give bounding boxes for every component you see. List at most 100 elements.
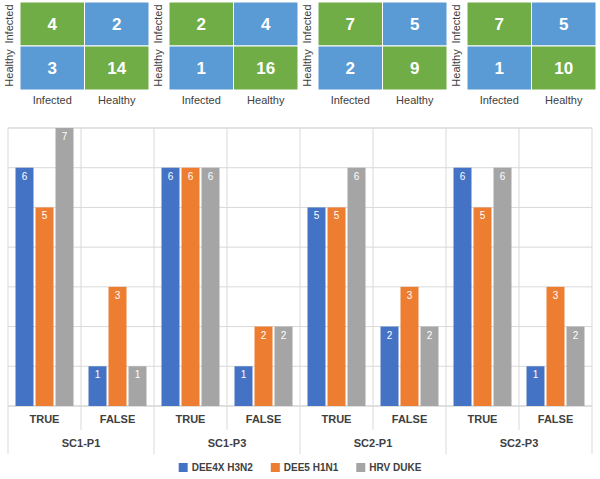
cell-label: 1 [495, 59, 504, 78]
category-label: TRUE [176, 413, 206, 425]
bar [56, 128, 74, 406]
legend-swatch [271, 463, 280, 472]
matrix-cell [85, 2, 150, 46]
bar [454, 168, 472, 406]
bar [255, 327, 273, 406]
data-label: 6 [500, 171, 506, 182]
matrix-cell [467, 2, 532, 46]
legend-item: HRV DUKE [356, 462, 421, 473]
matrix-cell [383, 2, 448, 46]
bar [527, 366, 545, 406]
category-separator [227, 128, 228, 430]
column-label: Infected [33, 94, 72, 106]
confusion-matrix: 24116InfectedHealthyInfectedHealthy [152, 2, 298, 106]
matrix-cell [20, 2, 85, 46]
cell-label: 1 [197, 59, 206, 78]
bar [162, 168, 180, 406]
matrix-cell [318, 46, 383, 90]
bar [89, 366, 107, 406]
column-label: Infected [182, 94, 221, 106]
data-label: 1 [95, 369, 101, 380]
bar [547, 287, 565, 406]
bar [16, 168, 34, 406]
matrix-cell [467, 46, 532, 90]
cell-label: 10 [554, 59, 573, 78]
data-label: 3 [553, 290, 559, 301]
data-label: 7 [62, 131, 68, 142]
data-label: 1 [533, 369, 539, 380]
data-label: 2 [387, 330, 393, 341]
group-label: SC2-P3 [500, 437, 539, 449]
column-label: Healthy [545, 94, 583, 106]
matrix-cell [85, 46, 150, 90]
data-label: 6 [168, 171, 174, 182]
bar [129, 366, 147, 406]
legend-label: HRV DUKE [369, 462, 421, 473]
data-label: 2 [261, 330, 267, 341]
data-label: 3 [115, 290, 121, 301]
bar [36, 207, 54, 406]
category-separator [519, 128, 520, 430]
legend-item: DEE4X H3N2 [179, 462, 254, 473]
data-label: 3 [407, 290, 413, 301]
category-label: TRUE [30, 413, 60, 425]
confusion-matrix: 42314InfectedHealthyInfectedHealthy [3, 2, 149, 106]
data-label: 6 [188, 171, 194, 182]
group-separator [154, 128, 155, 454]
cell-label: 3 [48, 59, 57, 78]
data-label: 1 [135, 369, 141, 380]
category-label: FALSE [100, 413, 135, 425]
bar-chart: 616152615362535371626262TRUEFALSETRUEFAL… [8, 128, 592, 454]
cell-label: 2 [197, 15, 206, 34]
group-separator [592, 128, 593, 454]
data-label: 2 [281, 330, 287, 341]
bar [275, 327, 293, 406]
data-label: 2 [427, 330, 433, 341]
legend-swatch [356, 463, 365, 472]
bar [109, 287, 127, 406]
cell-label: 2 [112, 15, 121, 34]
legend-item: DEE5 H1N1 [271, 462, 339, 473]
group-label: SC2-P1 [354, 437, 393, 449]
row-label: Infected [152, 4, 164, 43]
row-label: Infected [301, 4, 313, 43]
data-label: 6 [22, 171, 28, 182]
legend: DEE4X H3N2 DEE5 H1N1 HRV DUKE [179, 462, 422, 473]
legend-swatch [179, 463, 188, 472]
cell-label: 5 [559, 15, 568, 34]
row-label: Healthy [3, 49, 15, 87]
data-label: 1 [241, 369, 247, 380]
bar [235, 366, 253, 406]
bars [16, 128, 585, 406]
matrix-cell [383, 46, 448, 90]
cell-label: 16 [256, 59, 275, 78]
category-label: TRUE [468, 413, 498, 425]
data-label: 5 [334, 210, 340, 221]
category-label: FALSE [538, 413, 573, 425]
group-label: SC1-P1 [62, 437, 101, 449]
confusion-matrix: 7529InfectedHealthyInfectedHealthy [301, 2, 447, 106]
matrix-cell [169, 46, 234, 90]
column-label: Healthy [98, 94, 136, 106]
cell-label: 5 [410, 15, 419, 34]
data-label: 6 [354, 171, 360, 182]
bar [328, 207, 346, 406]
data-label: 5 [480, 210, 486, 221]
category-label: FALSE [246, 413, 281, 425]
matrix-cell [20, 46, 85, 90]
category-label: FALSE [392, 413, 427, 425]
group-label: SC1-P3 [208, 437, 247, 449]
matrix-cell [234, 2, 299, 46]
category-label: TRUE [322, 413, 352, 425]
cell-label: 4 [48, 15, 58, 34]
group-separator [446, 128, 447, 454]
bar [202, 168, 220, 406]
column-label: Healthy [396, 94, 434, 106]
data-labels: 616152615362535371626262 [22, 131, 579, 380]
cell-label: 14 [107, 59, 126, 78]
cell-label: 9 [410, 59, 419, 78]
bar [494, 168, 512, 406]
row-label: Infected [450, 4, 462, 43]
group-separator [8, 128, 9, 454]
legend-label: DEE5 H1N1 [284, 462, 339, 473]
